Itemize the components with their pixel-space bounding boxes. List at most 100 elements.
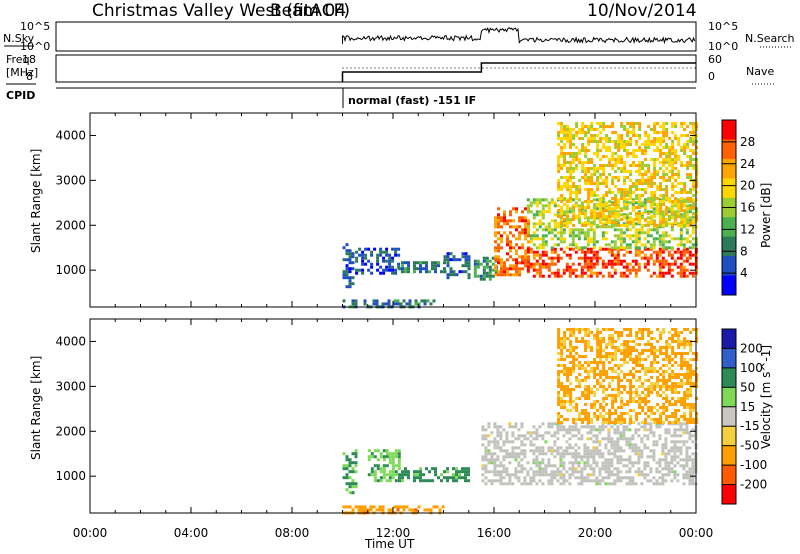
heatmap-cell: [575, 122, 579, 125]
heatmap-cell: [596, 170, 600, 173]
heatmap-cell: [602, 143, 606, 146]
heatmap-cell: [628, 443, 632, 447]
heatmap-cell: [557, 122, 561, 125]
heatmap-cell: [508, 482, 512, 486]
heatmap-cell: [500, 225, 503, 229]
heatmap-cell: [656, 394, 660, 397]
heatmap-cell: [617, 179, 621, 182]
heatmap-cell: [626, 373, 630, 376]
heatmap-cell: [565, 198, 569, 202]
heatmap-cell: [566, 367, 570, 370]
heatmap-cell: [662, 346, 666, 349]
heatmap-cell: [637, 268, 641, 272]
heatmap-cell: [560, 370, 564, 373]
heatmap-cell: [607, 225, 611, 229]
heatmap-cell: [529, 482, 533, 486]
heatmap-cell: [628, 458, 632, 462]
heatmap-cell: [656, 361, 660, 364]
heatmap-cell: [497, 273, 500, 277]
heatmap-cell: [625, 425, 629, 429]
heatmap-cell: [578, 221, 582, 224]
heatmap-cell: [541, 246, 545, 250]
heatmap-cell: [665, 191, 669, 194]
heatmap-cell: [596, 155, 600, 158]
heatmap-cell: [526, 265, 530, 269]
heatmap-cell: [482, 274, 486, 278]
heatmap-cell: [538, 262, 542, 266]
heatmap-cell: [637, 434, 641, 438]
heatmap-cell: [351, 276, 355, 280]
heatmap-cell: [643, 476, 647, 480]
heatmap-cell: [652, 262, 656, 266]
heatmap-cell: [683, 200, 687, 203]
heatmap-cell: [622, 274, 626, 278]
heatmap-cell: [674, 122, 678, 125]
heatmap-cell: [358, 268, 362, 272]
heatmap-cell: [685, 237, 689, 241]
heatmap-cell: [446, 252, 450, 256]
heatmap-cell: [598, 482, 602, 486]
heatmap-cell: [670, 268, 674, 272]
heatmap-cell: [638, 394, 642, 397]
velocity-colorbar-swatch: [722, 387, 736, 408]
heatmap-cell: [685, 268, 689, 272]
heatmap-cell: [526, 470, 530, 474]
heatmap-cell: [637, 228, 641, 232]
heatmap-cell: [649, 256, 653, 260]
heatmap-cell: [602, 179, 606, 182]
heatmap-cell: [566, 137, 570, 140]
heatmap-cell: [592, 461, 596, 465]
heatmap-cell: [467, 273, 471, 277]
heatmap-cell: [370, 467, 374, 471]
heatmap-cell: [611, 370, 615, 373]
heatmap-cell: [689, 367, 693, 370]
heatmap-cell: [557, 167, 561, 170]
heatmap-cell: [565, 479, 569, 483]
heatmap-cell: [538, 237, 542, 241]
heatmap-cell: [607, 449, 611, 453]
heatmap-cell: [563, 385, 567, 388]
heatmap-cell: [502, 428, 506, 432]
heatmap-cell: [623, 385, 627, 388]
heatmap-cell: [493, 461, 497, 465]
heatmap-cell: [638, 200, 642, 203]
heatmap-cell: [484, 458, 488, 462]
heatmap-cell: [635, 134, 639, 137]
heatmap-cell: [490, 482, 494, 486]
heatmap-cell: [497, 219, 500, 223]
heatmap-cell: [658, 247, 662, 251]
heatmap-cell: [679, 440, 683, 444]
heatmap-cell: [653, 358, 657, 361]
heatmap-cell: [674, 161, 678, 164]
heatmap-cell: [434, 270, 437, 274]
heatmap-cell: [550, 228, 554, 232]
heatmap-cell: [673, 458, 677, 462]
heatmap-cell: [578, 212, 582, 215]
heatmap-cell: [586, 437, 590, 441]
heatmap-cell: [665, 152, 669, 155]
heatmap-cell: [661, 458, 665, 462]
heatmap-cell: [617, 367, 621, 370]
heatmap-cell: [553, 470, 557, 474]
heatmap-cell: [496, 470, 500, 474]
heatmap-cell: [638, 188, 642, 191]
heatmap-cell: [695, 337, 699, 340]
heatmap-cell: [532, 237, 536, 241]
heatmap-cell: [638, 128, 642, 131]
heatmap-cell: [583, 262, 587, 266]
heatmap-cell: [683, 352, 687, 355]
heatmap-cell: [685, 464, 689, 468]
heatmap-cell: [658, 476, 662, 480]
heatmap-cell: [508, 422, 512, 426]
heatmap-cell: [638, 218, 642, 221]
heatmap-cell: [553, 228, 557, 232]
heatmap-cell: [677, 346, 681, 349]
heatmap-cell: [544, 210, 548, 214]
heatmap-cell: [611, 337, 615, 340]
heatmap-cell: [632, 149, 636, 152]
heatmap-cell: [607, 470, 611, 474]
heatmap-cell: [571, 455, 575, 459]
heatmap-cell: [351, 452, 355, 456]
heatmap-cell: [691, 201, 695, 205]
